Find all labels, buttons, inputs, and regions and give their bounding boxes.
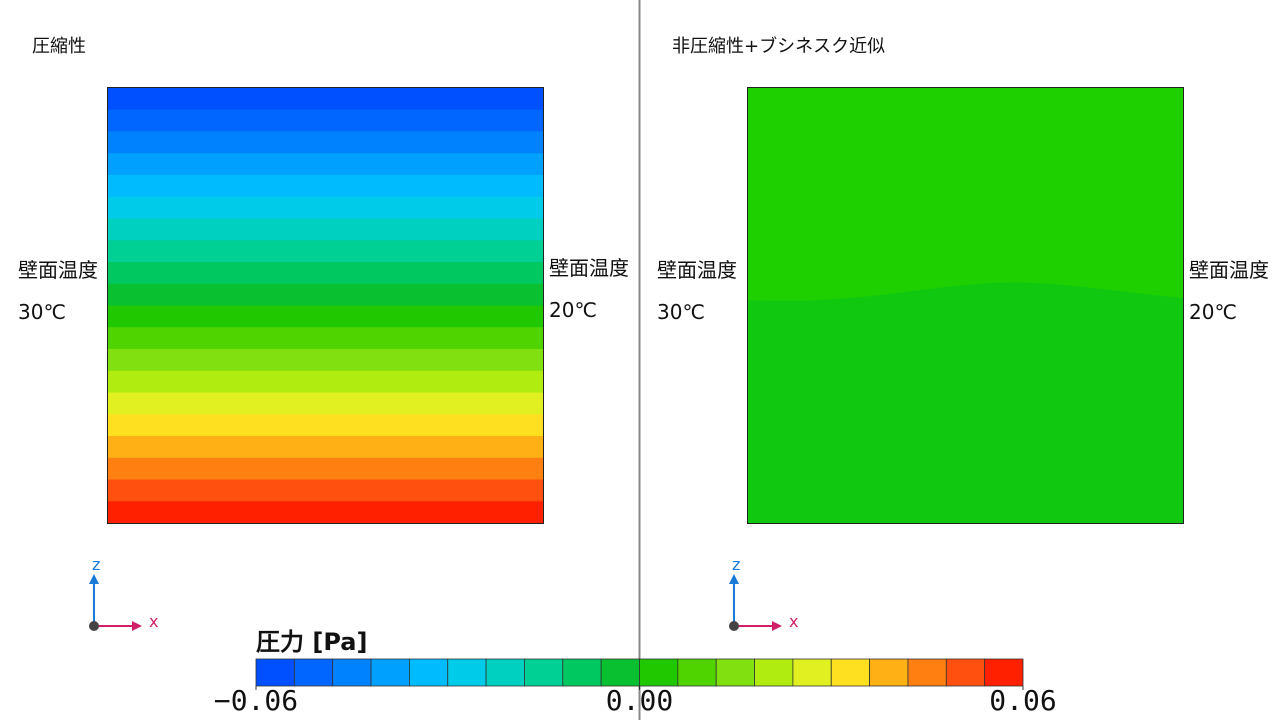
colorbar-tick-label: 0.06 xyxy=(989,684,1056,717)
colorbar-band xyxy=(639,658,679,687)
contour-band xyxy=(108,240,543,263)
panel: 圧縮性 壁面温度 30℃ 壁面温度 20℃ z x xyxy=(18,36,629,631)
contour-band xyxy=(108,457,543,480)
colorbar-band xyxy=(984,658,1024,687)
wall-temp: 30℃ xyxy=(18,300,66,324)
wall-temp: 20℃ xyxy=(549,298,597,322)
contour-band xyxy=(108,109,543,132)
contour-band xyxy=(108,414,543,437)
colorbar-band xyxy=(945,658,986,687)
pressure-contour xyxy=(108,88,543,524)
wall-temp: 30℃ xyxy=(657,300,705,324)
colorbar-band xyxy=(869,658,909,687)
contour-band xyxy=(108,436,543,459)
wall-label: 壁面温度 xyxy=(1189,258,1269,282)
colorbar-band xyxy=(524,658,564,687)
contour-band xyxy=(108,131,543,154)
contour-band xyxy=(108,305,543,328)
legend-title: 圧力 [Pa] xyxy=(256,628,367,656)
colorbar-band xyxy=(447,658,487,687)
contour-band xyxy=(108,479,543,502)
axis-label: z xyxy=(732,555,740,574)
domain-frame xyxy=(747,87,1184,524)
contour-band xyxy=(108,175,543,198)
colorbar-band xyxy=(792,658,832,687)
contour-band xyxy=(108,370,543,393)
colorbar-band xyxy=(408,658,449,687)
panel: 非圧縮性+ブシネスク近似 壁面温度 30℃ 壁面温度 20℃ z x xyxy=(657,35,1269,631)
contour-band xyxy=(108,196,543,219)
domain-frame xyxy=(107,87,544,524)
axis-triad: z x xyxy=(729,555,798,631)
contour-band xyxy=(108,349,543,372)
panel-title: 圧縮性 xyxy=(32,36,86,57)
colorbar-band xyxy=(907,658,947,687)
colorbar-band xyxy=(293,658,334,687)
contour-band xyxy=(108,218,543,241)
colorbar-band xyxy=(715,658,755,687)
colorbar-band xyxy=(600,658,640,687)
contour-band xyxy=(108,88,543,111)
wall-label: 壁面温度 xyxy=(18,258,98,282)
wall-temp: 20℃ xyxy=(1189,300,1237,324)
contour-band xyxy=(108,327,543,350)
colorbar-band xyxy=(562,658,602,687)
axis-label: x xyxy=(149,612,158,631)
wall-label: 壁面温度 xyxy=(657,258,737,282)
colorbar: 圧力 [Pa] −0.06 0.00 0.06 xyxy=(214,628,1057,717)
colorbar-band xyxy=(485,658,525,687)
colorbar-tick-label: −0.06 xyxy=(214,684,298,717)
colorbar-band xyxy=(370,658,410,687)
contour-band xyxy=(108,392,543,415)
colorbar-band xyxy=(754,658,794,687)
contour-band xyxy=(108,501,543,524)
wall-label: 壁面温度 xyxy=(549,256,629,280)
contour-band xyxy=(108,153,543,176)
colorbar-band xyxy=(677,658,717,687)
contour-band xyxy=(108,262,543,285)
axis-label: z xyxy=(92,555,100,574)
colorbar-band xyxy=(332,658,372,687)
contour-band xyxy=(108,283,543,306)
colorbar-band xyxy=(830,658,870,687)
colorbar-band xyxy=(255,658,295,687)
colorbar-tick-label: 0.00 xyxy=(606,684,673,717)
axis-label: x xyxy=(789,612,798,631)
panel-title: 非圧縮性+ブシネスク近似 xyxy=(672,35,885,57)
axis-triad: z x xyxy=(89,555,158,631)
pressure-contour xyxy=(748,88,1183,301)
